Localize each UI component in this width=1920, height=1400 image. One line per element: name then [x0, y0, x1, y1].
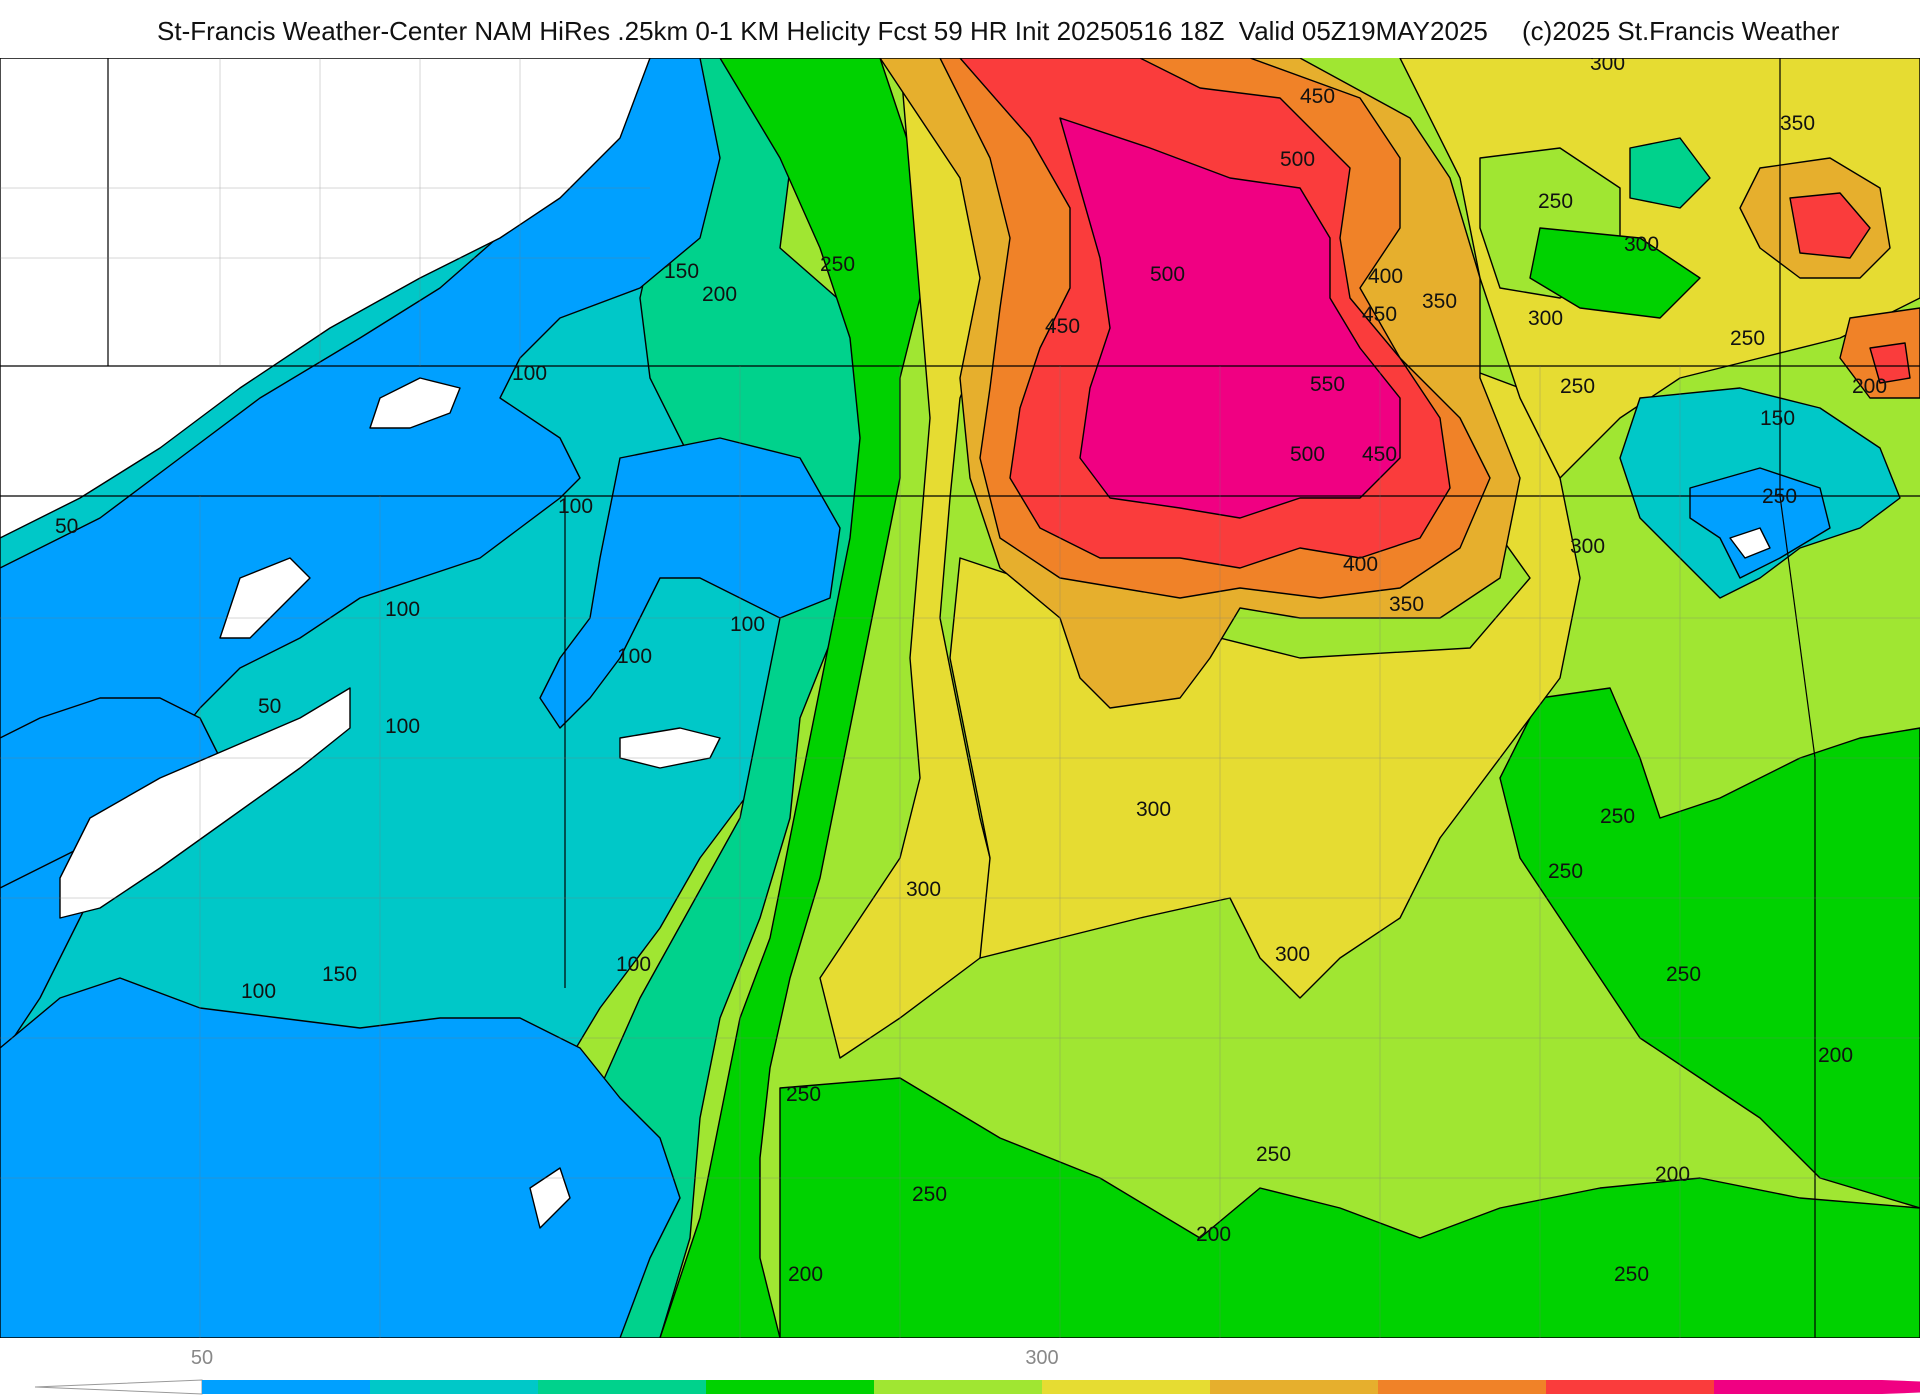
colorbar-segment [538, 1380, 706, 1394]
white-blob-5 [529, 1167, 571, 1229]
contour-label: 100 [241, 980, 276, 1003]
contour-label: 150 [1760, 407, 1795, 430]
colorbar-segment [1378, 1380, 1546, 1394]
colorbar-tick-label: 300 [1025, 1347, 1058, 1369]
contour-label: 300 [1624, 233, 1659, 256]
contour-label: 100 [617, 645, 652, 668]
contour-label: 400 [1368, 265, 1403, 288]
contour-label: 250 [1560, 375, 1595, 398]
contour-label: 150 [322, 963, 357, 986]
contour-label: 50 [55, 515, 78, 538]
contour-label: 350 [1422, 290, 1457, 313]
contour-label: 250 [1730, 327, 1765, 350]
contour-label: 250 [1600, 805, 1635, 828]
contour-label: 450 [1045, 315, 1080, 338]
colorbar-under-triangle [34, 1379, 203, 1395]
contour-label: 250 [786, 1083, 821, 1106]
contour-label: 250 [1256, 1143, 1291, 1166]
contour-label: 250 [1538, 190, 1573, 213]
contour-label: 500 [1150, 263, 1185, 286]
colorbar-segment [370, 1380, 538, 1394]
contour-label: 450 [1362, 443, 1397, 466]
contour-label: 400 [1343, 553, 1378, 576]
contour-label: 300 [906, 878, 941, 901]
contour-label: 100 [512, 362, 547, 385]
contour-label: 50 [258, 695, 281, 718]
contour-label: 200 [1655, 1163, 1690, 1186]
region-200-south [779, 1077, 1920, 1338]
contour-label: 350 [1780, 112, 1815, 135]
contour-label: 200 [1852, 375, 1887, 398]
contour-label: 100 [558, 495, 593, 518]
map-title: St-Francis Weather-Center NAM HiRes .25k… [157, 16, 1488, 46]
feature-ne-red [1789, 192, 1871, 259]
colorbar-segment [1714, 1380, 1882, 1394]
contour-label: 450 [1362, 303, 1397, 326]
contour-label: 250 [1548, 860, 1583, 883]
contour-label: 100 [385, 598, 420, 621]
colorbar-segment [706, 1380, 874, 1394]
colorbar-segment [1546, 1380, 1714, 1394]
colorbar: 50 300 [34, 1347, 1920, 1395]
contour-label: 550 [1310, 373, 1345, 396]
contour-label: 250 [1614, 1263, 1649, 1286]
boundary-lines [0, 58, 1920, 1338]
contour-label: 250 [912, 1183, 947, 1206]
colorbar-tick-label: 50 [191, 1347, 213, 1369]
map-header: St-Francis Weather-Center NAM HiRes .25k… [0, 0, 1920, 60]
region-50-south [0, 977, 681, 1338]
contour-label: 150 [664, 260, 699, 283]
contour-label: 500 [1290, 443, 1325, 466]
county-lines [0, 58, 1920, 1338]
contour-label: 300 [1528, 307, 1563, 330]
contour-label: 300 [1275, 943, 1310, 966]
contour-label: 500 [1280, 148, 1315, 171]
contour-label: 250 [820, 253, 855, 276]
region-500 [1059, 117, 1401, 519]
colorbar-over-triangle [1882, 1380, 1920, 1394]
feature-e-white [1729, 527, 1771, 559]
colorbar-segment [202, 1380, 370, 1394]
white-blob-1 [369, 377, 461, 429]
feature-e-red [1869, 342, 1911, 384]
colorbar-segment [1042, 1380, 1210, 1394]
contour-label: 300 [1136, 798, 1171, 821]
region-below-50-nw [0, 58, 651, 539]
contour-label: 250 [1666, 963, 1701, 986]
feature-ne-teal [1629, 137, 1711, 209]
contour-label: 300 [1570, 535, 1605, 558]
contour-label: 450 [1300, 85, 1335, 108]
contour-label: 200 [702, 283, 737, 306]
feature-ne-green [1529, 227, 1701, 319]
contour-label: 100 [730, 613, 765, 636]
contour-label: 350 [1389, 593, 1424, 616]
contour-label: 200 [788, 1263, 823, 1286]
contour-label: 300 [1590, 58, 1625, 75]
contour-label: 100 [385, 715, 420, 738]
contour-label: 100 [616, 953, 651, 976]
white-blob-3 [59, 687, 351, 919]
colorbar-segment [874, 1380, 1042, 1394]
contour-label: 200 [1196, 1223, 1231, 1246]
contour-label: 200 [1818, 1044, 1853, 1067]
contour-labels: 50 50 100 100 100 100 100 100 100 100 15… [55, 58, 1887, 1286]
colorbar-segment [1210, 1380, 1378, 1394]
copyright-credit: (c)2025 St.Francis Weather [1522, 16, 1840, 46]
contour-label: 250 [1762, 485, 1797, 508]
helicity-map: 50 50 100 100 100 100 100 100 100 100 15… [0, 58, 1920, 1338]
